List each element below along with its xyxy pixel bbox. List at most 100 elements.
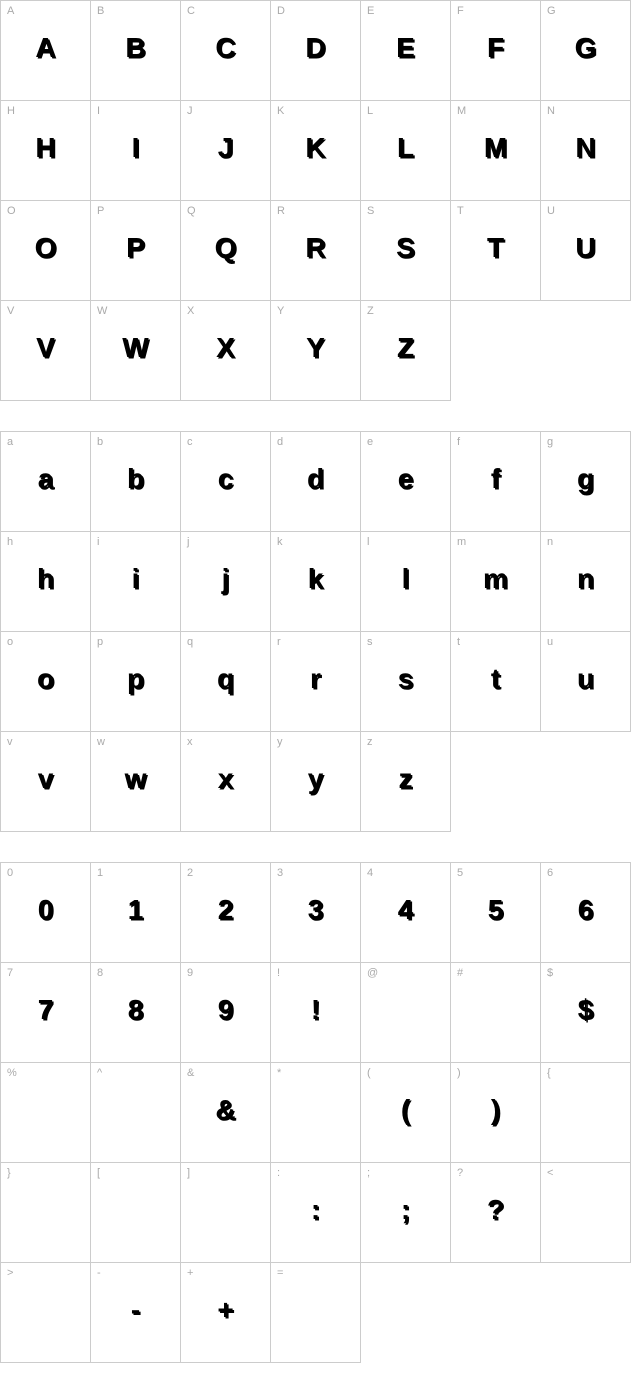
glyph-display: 0 (38, 893, 54, 925)
cell-label: + (187, 1267, 193, 1279)
glyph-display: i (132, 562, 140, 594)
cell-label: L (367, 105, 373, 117)
glyph-display: G (575, 31, 597, 63)
char-cell: CC (181, 1, 271, 101)
char-cell (541, 1263, 631, 1363)
char-cell: BB (91, 1, 181, 101)
cell-label: e (367, 436, 373, 448)
glyph-display: $ (578, 993, 594, 1025)
cell-label: @ (367, 967, 378, 979)
char-cell: cc (181, 432, 271, 532)
glyph-display: S (396, 231, 415, 263)
char-cell: RR (271, 201, 361, 301)
char-cell: JJ (181, 101, 271, 201)
glyph-display: D (305, 31, 325, 63)
char-cell (361, 1263, 451, 1363)
glyph-display: o (37, 662, 54, 694)
cell-label: t (457, 636, 460, 648)
char-section-uppercase: AABBCCDDEEFFGGHHIIJJKKLLMMNNOOPPQQRRSSTT… (0, 0, 631, 401)
char-cell: 55 (451, 863, 541, 963)
char-cell: AA (1, 1, 91, 101)
cell-label: K (277, 105, 284, 117)
char-cell: aa (1, 432, 91, 532)
glyph-display: 6 (578, 893, 594, 925)
char-section-lowercase: aabbccddeeffgghhiijjkkllmmnnooppqqrrsstt… (0, 431, 631, 832)
char-cell: SS (361, 201, 451, 301)
section-gap (0, 401, 640, 431)
char-cell: mm (451, 532, 541, 632)
char-cell: vv (1, 732, 91, 832)
glyph-display: x (218, 762, 234, 794)
cell-label: n (547, 536, 553, 548)
char-cell: nn (541, 532, 631, 632)
glyph-display: N (575, 131, 595, 163)
glyph-display: M (484, 131, 507, 163)
glyph-display: n (577, 562, 594, 594)
char-cell: VV (1, 301, 91, 401)
char-cell: uu (541, 632, 631, 732)
cell-label: T (457, 205, 464, 217)
cell-label: z (367, 736, 373, 748)
glyph-display: R (305, 231, 325, 263)
glyph-display: w (125, 762, 147, 794)
glyph-display: ? (487, 1193, 504, 1225)
glyph-display: V (36, 331, 55, 363)
cell-label: P (97, 205, 104, 217)
cell-label: k (277, 536, 283, 548)
glyph-display: s (398, 662, 414, 694)
char-cell: = (271, 1263, 361, 1363)
char-cell: ?? (451, 1163, 541, 1263)
cell-label: Z (367, 305, 374, 317)
char-cell: 99 (181, 963, 271, 1063)
glyph-display: & (215, 1093, 235, 1125)
cell-label: - (97, 1267, 101, 1279)
cell-label: A (7, 5, 14, 17)
char-cell: ;; (361, 1163, 451, 1263)
glyph-display: v (38, 762, 54, 794)
cell-label: w (97, 736, 105, 748)
char-cell: TT (451, 201, 541, 301)
glyph-display: y (308, 762, 324, 794)
glyph-display: W (122, 331, 148, 363)
character-map-container: AABBCCDDEEFFGGHHIIJJKKLLMMNNOOPPQQRRSSTT… (0, 0, 640, 1363)
cell-label: 7 (7, 967, 13, 979)
cell-label: 8 (97, 967, 103, 979)
cell-label: ( (367, 1067, 371, 1079)
cell-label: * (277, 1067, 281, 1079)
cell-label: Q (187, 205, 196, 217)
char-cell: jj (181, 532, 271, 632)
section-gap (0, 832, 640, 862)
char-cell: } (1, 1163, 91, 1263)
glyph-display: u (577, 662, 594, 694)
glyph-display: f (491, 462, 500, 494)
glyph-display: U (575, 231, 595, 263)
glyph-display: t (491, 662, 500, 694)
cell-label: g (547, 436, 553, 448)
char-cell: # (451, 963, 541, 1063)
cell-label: d (277, 436, 283, 448)
cell-label: R (277, 205, 285, 217)
char-cell: DD (271, 1, 361, 101)
glyph-display: ( (401, 1093, 410, 1125)
cell-label: ) (457, 1067, 461, 1079)
cell-label: s (367, 636, 373, 648)
char-cell: ii (91, 532, 181, 632)
cell-label: % (7, 1067, 17, 1079)
char-cell: $$ (541, 963, 631, 1063)
cell-label: J (187, 105, 193, 117)
char-cell: @ (361, 963, 451, 1063)
char-cell: dd (271, 432, 361, 532)
cell-label: M (457, 105, 466, 117)
char-cell: ^ (91, 1063, 181, 1163)
glyph-display: K (305, 131, 325, 163)
char-cell: 22 (181, 863, 271, 963)
char-cell: 77 (1, 963, 91, 1063)
cell-label: 5 (457, 867, 463, 879)
glyph-display: - (131, 1293, 140, 1325)
char-cell: KK (271, 101, 361, 201)
cell-label: # (457, 967, 463, 979)
glyph-display: ; (401, 1193, 410, 1225)
cell-label: ^ (97, 1067, 102, 1079)
char-cell: UU (541, 201, 631, 301)
char-cell: 44 (361, 863, 451, 963)
